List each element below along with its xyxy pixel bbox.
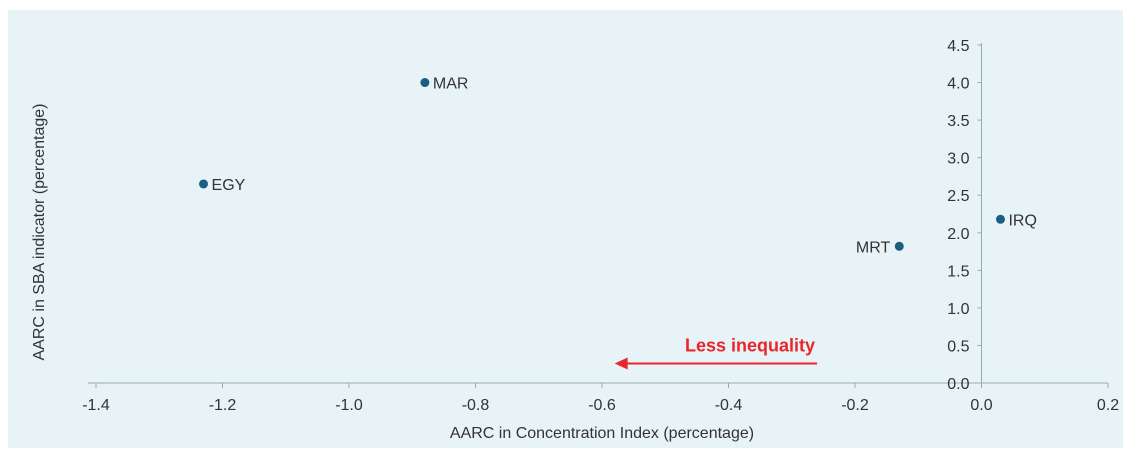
x-tick-label: -1.4 bbox=[82, 397, 110, 414]
x-tick-label: -0.6 bbox=[588, 397, 616, 414]
point-label-irq: IRQ bbox=[1008, 212, 1036, 229]
data-point-mar bbox=[420, 78, 430, 88]
y-tick-label: 4.0 bbox=[947, 76, 969, 93]
x-tick-label: -1.2 bbox=[209, 397, 237, 414]
y-tick-label: 2.5 bbox=[947, 188, 969, 205]
x-tick-labels: -1.4 -1.2 -1.0 -0.8 -0.6 -0.4 -0.2 0.0 0.2 bbox=[82, 383, 1119, 414]
y-tick-label: 0.5 bbox=[947, 338, 969, 355]
x-tick-label: 0.2 bbox=[1097, 397, 1119, 414]
y-tick-label: 2.0 bbox=[947, 226, 969, 243]
data-point-egy bbox=[199, 179, 209, 189]
x-tick-label: -0.4 bbox=[715, 397, 743, 414]
scatter-chart: -1.4 -1.2 -1.0 -0.8 -0.6 -0.4 -0.2 0.0 0.2 0.00.… bbox=[31, 38, 1119, 442]
y-axis-title: AARC in SBA indicator (percentage) bbox=[31, 103, 48, 360]
point-label-mar: MAR bbox=[433, 76, 469, 93]
annotation: Less inequality bbox=[614, 335, 818, 370]
data-point-irq bbox=[995, 214, 1005, 224]
x-tick-label: -0.2 bbox=[841, 397, 869, 414]
chart-area: -1.4 -1.2 -1.0 -0.8 -0.6 -0.4 -0.2 0.0 0.2 0.0 0.… bbox=[8, 10, 1123, 448]
point-label-mrt: MRT bbox=[856, 239, 891, 256]
annotation-text: Less inequality bbox=[685, 335, 815, 355]
annotation-arrowhead bbox=[614, 357, 628, 370]
x-tick-label: -1.0 bbox=[335, 397, 363, 414]
y-tick-label: 0.0 bbox=[947, 376, 969, 393]
data-point-mrt bbox=[894, 241, 904, 251]
y-tick-label: 1.5 bbox=[947, 263, 969, 280]
data-points: MAR EGY IRQ MRT bbox=[199, 76, 1037, 256]
x-axis-title: AARC in Concentration Index (percentage) bbox=[450, 425, 754, 442]
axes bbox=[88, 43, 1108, 384]
point-label-egy: EGY bbox=[212, 177, 246, 194]
y-tick-label: 1.0 bbox=[947, 301, 969, 318]
y-tick-label: 3.0 bbox=[947, 151, 969, 168]
x-tick-label: -0.8 bbox=[462, 397, 490, 414]
y-tick-label: 3.5 bbox=[947, 113, 969, 130]
y-tick-label: 4.5 bbox=[947, 38, 969, 55]
x-tick-label: 0.0 bbox=[970, 397, 992, 414]
y-tick-labels: 0.0 0.5 1.0 1.5 2.0 2.5 3.0 3.5 4.0 4.5 bbox=[947, 38, 982, 393]
